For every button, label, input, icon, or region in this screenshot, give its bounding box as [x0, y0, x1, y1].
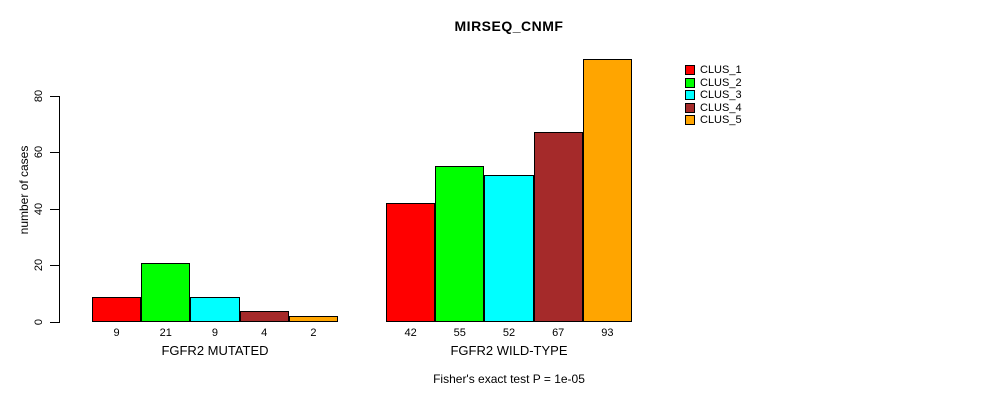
legend-label: CLUS_5: [700, 114, 742, 127]
y-axis-line: [59, 95, 60, 323]
bar-clus_5-group2: [582, 59, 632, 322]
bar-value-label: 21: [159, 327, 172, 339]
legend-label: CLUS_3: [700, 89, 742, 102]
bar-value-label: 9: [113, 327, 120, 339]
bar-clus_1-group2: [386, 203, 436, 322]
y-tick-label: 40: [33, 202, 45, 215]
group-label: FGFR2 WILD-TYPE: [450, 343, 568, 358]
bar-clus_3-group2: [484, 175, 534, 322]
legend-item: CLUS_2: [685, 77, 742, 90]
y-tick-mark: [50, 95, 59, 97]
bar-value-label: 93: [601, 327, 614, 339]
y-tick-mark: [50, 322, 59, 323]
legend-swatch-clus_5: [685, 115, 695, 126]
legend-item: CLUS_3: [685, 89, 742, 102]
bar-value-label: 67: [552, 327, 565, 339]
bar-clus_4-group1: [239, 311, 289, 322]
bar-clus_1-group1: [92, 297, 142, 322]
y-tick-label: 20: [33, 259, 45, 272]
y-tick-label: 60: [33, 146, 45, 159]
legend-swatch-clus_4: [685, 102, 695, 113]
legend-label: CLUS_1: [700, 64, 742, 77]
y-tick-mark: [50, 152, 59, 154]
group-label: FGFR2 MUTATED: [161, 343, 269, 358]
legend-swatch-clus_2: [685, 77, 695, 88]
legend-swatch-clus_1: [685, 65, 695, 76]
chart-title: MIRSEQ_CNMF: [454, 18, 564, 34]
bar-value-label: 2: [310, 327, 317, 339]
bar-value-label: 9: [211, 327, 219, 339]
legend: CLUS_1 CLUS_2 CLUS_3 CLUS_4 CLUS_5: [685, 64, 742, 127]
bar-value-label: 52: [502, 327, 516, 339]
legend-label: CLUS_2: [700, 76, 742, 89]
bar-clus_5-group1: [288, 316, 338, 322]
footer-note: Fisher's exact test P = 1e-05: [433, 372, 585, 386]
y-tick-mark: [50, 265, 59, 267]
bar-clus_2-group1: [141, 263, 191, 322]
legend-item: CLUS_5: [685, 114, 742, 127]
legend-label: CLUS_4: [700, 101, 742, 114]
bar-clus_4-group2: [533, 132, 583, 322]
bar-clus_3-group1: [190, 297, 240, 322]
bar-value-label: 42: [404, 327, 417, 339]
legend-item: CLUS_4: [685, 102, 742, 115]
legend-item: CLUS_1: [685, 64, 742, 77]
y-tick-label: 80: [33, 89, 45, 102]
bar-clus_2-group2: [435, 166, 485, 322]
bar-value-label: 4: [261, 327, 268, 339]
y-tick-label: 0: [33, 318, 45, 326]
bar-value-label: 55: [453, 327, 466, 339]
legend-swatch-clus_3: [685, 90, 695, 101]
y-axis-title: number of cases: [17, 145, 31, 235]
y-tick-mark: [50, 208, 59, 210]
